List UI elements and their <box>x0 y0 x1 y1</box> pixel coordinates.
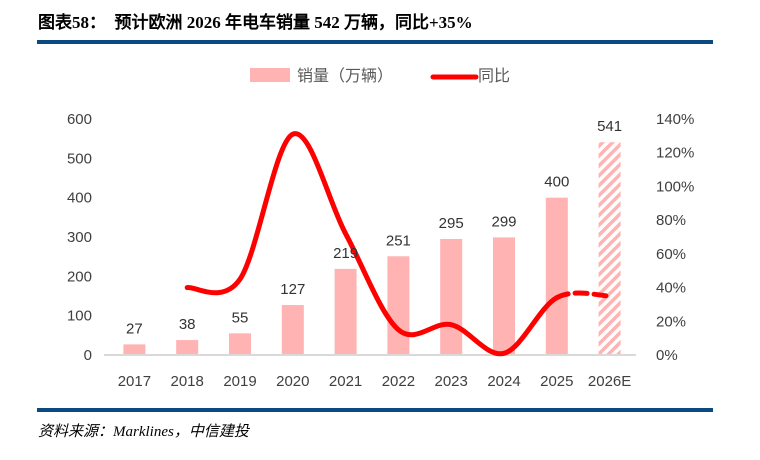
left-axis: 0 100 200 300 400 500 600 <box>67 111 92 364</box>
right-axis: 0% 20% 40% 60% 80% 100% 120% 140% <box>656 111 694 364</box>
bar <box>493 237 515 355</box>
left-axis-tick-label: 200 <box>67 268 92 285</box>
source-divider <box>37 408 713 412</box>
bar <box>545 197 568 355</box>
bar <box>229 333 251 355</box>
right-axis-tick-label: 60% <box>656 246 686 263</box>
x-axis-tick-label: 2018 <box>171 373 204 390</box>
right-axis-tick-label: 20% <box>656 313 686 330</box>
right-axis-tick-label: 100% <box>656 178 694 195</box>
chart-title: 图表58： 预计欧洲 2026 年电车销量 542 万辆，同比+35% <box>38 13 473 32</box>
yoy-line-forecast <box>554 290 613 301</box>
bar <box>176 340 199 355</box>
chart: 销量（万辆） 同比 0 100 200 300 400 500 600 0% 20% 40% 60… <box>67 66 694 390</box>
left-axis-tick-label: 400 <box>67 190 92 207</box>
bar-data-label: 400 <box>544 174 569 191</box>
right-axis-tick-label: 140% <box>656 111 694 128</box>
x-axis-tick-label: 2023 <box>435 373 468 390</box>
bar-data-label: 27 <box>126 320 143 337</box>
bar <box>440 238 463 355</box>
bar <box>387 256 410 355</box>
left-axis-tick-label: 500 <box>67 150 92 167</box>
bar-data-label: 299 <box>491 213 516 230</box>
x-axis: 2017 2018 2019 2020 2021 2022 2023 2024 2025 2026… <box>118 373 632 390</box>
yoy-line-actual <box>184 131 560 357</box>
bar-data-label: 251 <box>386 232 411 249</box>
legend-label-yoy: 同比 <box>478 66 510 85</box>
legend: 销量（万辆） 同比 <box>250 66 510 85</box>
right-axis-tick-label: 0% <box>656 347 678 364</box>
x-axis-tick-label: 2026E <box>588 373 631 390</box>
x-axis-tick-label: 2025 <box>540 373 573 390</box>
yoy-line <box>184 131 613 357</box>
bar <box>281 305 304 355</box>
bar-data-label: 55 <box>232 309 249 326</box>
bar <box>123 344 146 355</box>
left-axis-tick-label: 300 <box>67 229 92 246</box>
x-axis-tick-label: 2021 <box>329 373 362 390</box>
x-axis-tick-label: 2024 <box>487 373 520 390</box>
bar-forecast <box>598 142 621 355</box>
bar-data-labels: 27 38 55 127 219 251 295 299 400 541 <box>126 118 622 337</box>
bar-data-label: 219 <box>333 245 358 262</box>
bar-data-label: 295 <box>439 215 464 232</box>
x-axis-tick-label: 2022 <box>382 373 415 390</box>
legend-swatch-bar <box>250 68 290 82</box>
bar <box>334 268 357 355</box>
bar-data-label: 541 <box>597 118 622 135</box>
bar-data-label: 127 <box>280 281 305 298</box>
right-axis-tick-label: 80% <box>656 212 686 229</box>
right-axis-tick-label: 120% <box>656 145 694 162</box>
source-note: 资料来源：Marklines，中信建投 <box>38 424 249 440</box>
title-divider <box>37 40 713 44</box>
bar-data-label: 38 <box>179 316 196 333</box>
left-axis-tick-label: 0 <box>84 347 92 364</box>
left-axis-tick-label: 600 <box>67 111 92 128</box>
x-axis-tick-label: 2019 <box>223 373 256 390</box>
left-axis-tick-label: 100 <box>67 308 92 325</box>
x-axis-tick-label: 2020 <box>276 373 309 390</box>
bars <box>123 142 621 355</box>
right-axis-tick-label: 40% <box>656 280 686 297</box>
legend-label-sales: 销量（万辆） <box>297 66 393 85</box>
x-axis-tick-label: 2017 <box>118 373 151 390</box>
